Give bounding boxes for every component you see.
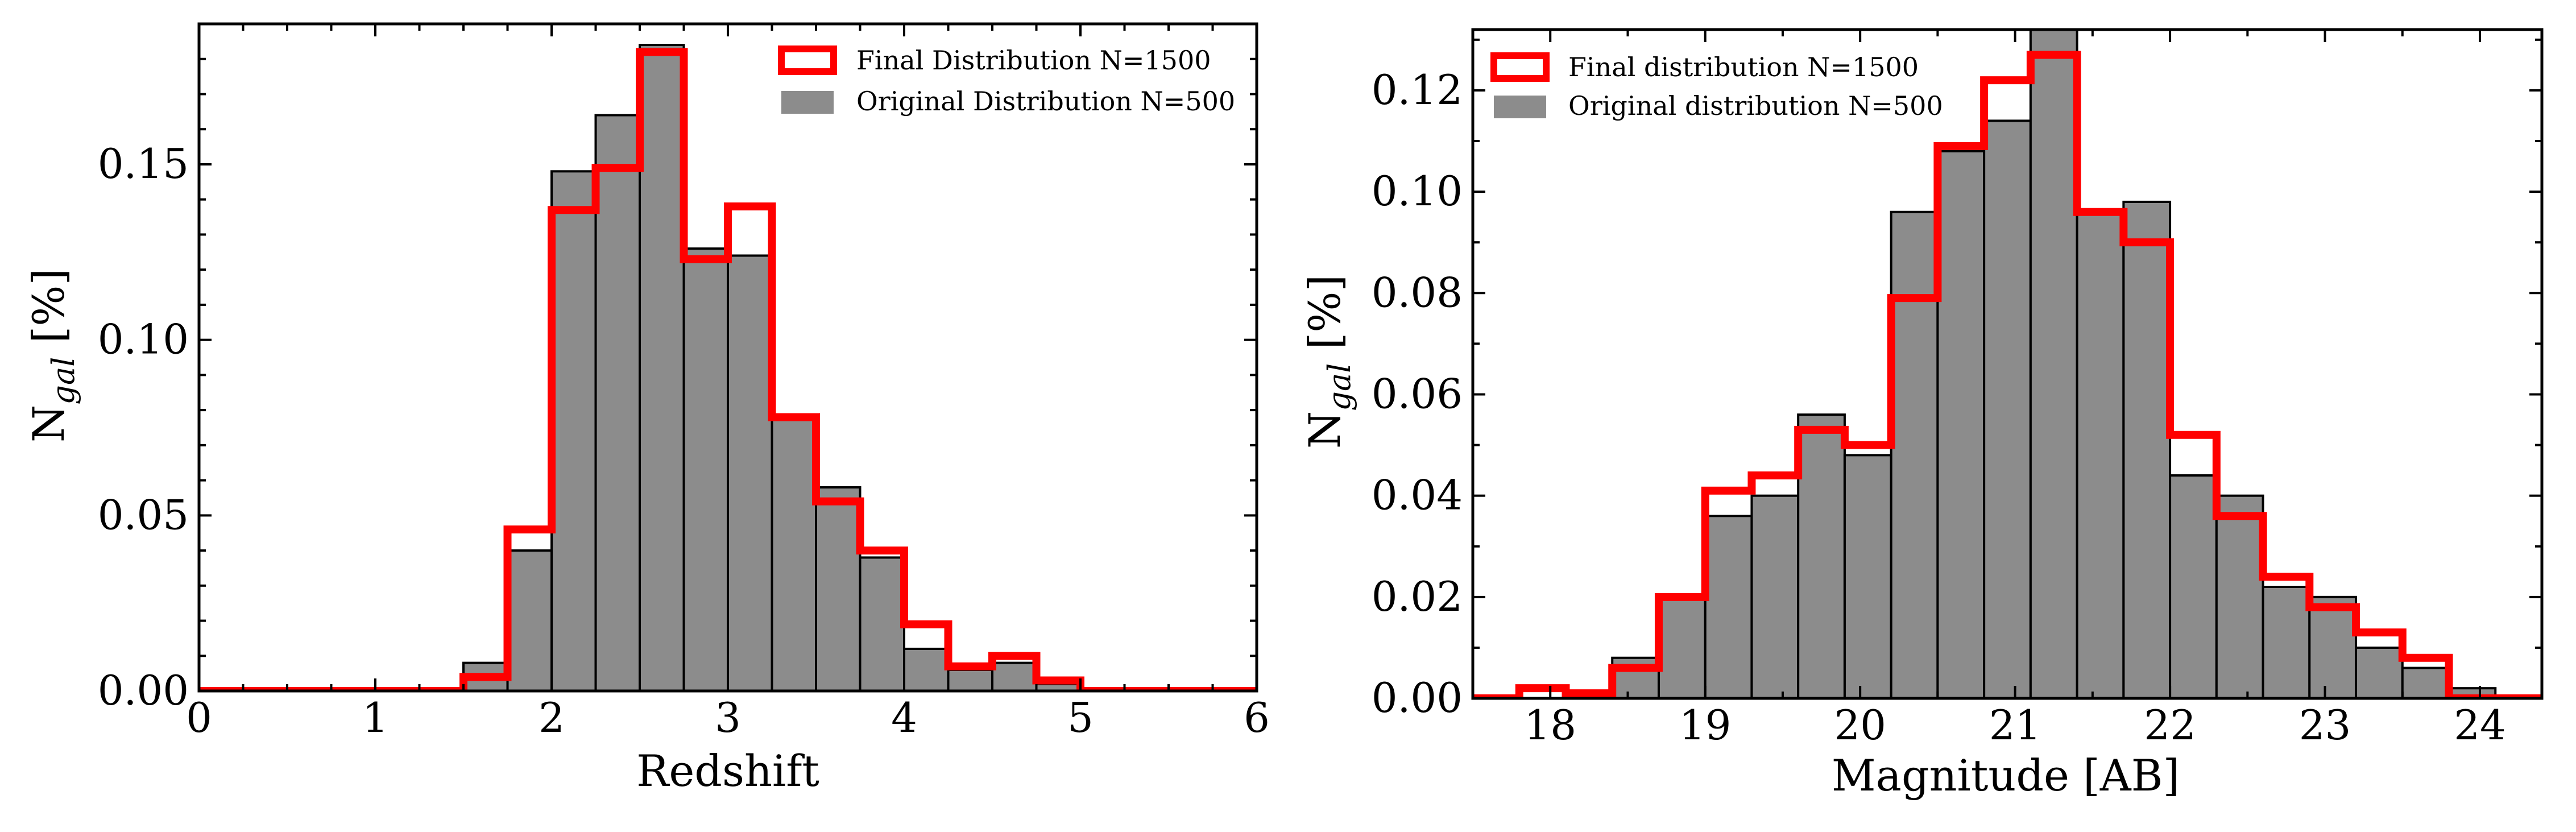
magnitude-original-bar (2215, 494, 2264, 698)
magnitude-y-tick-label: 0.04 (1372, 471, 1463, 519)
redshift-x-tick-label: 2 (539, 694, 565, 742)
magnitude-original-bar (2122, 200, 2172, 698)
magnitude-tick-labels: 18 19 20 21 22 23 24 0.00 0.02 0.04 0.06 0.08 0.10 0.… (1372, 66, 2506, 749)
magnitude-original-bar (1936, 150, 1986, 698)
magnitude-original-bar (2076, 210, 2125, 698)
redshift-original-bar (859, 556, 905, 691)
redshift-y-tick-label: 0.10 (98, 316, 189, 363)
magnitude-original-bar (1750, 494, 1800, 698)
redshift-original-bar (991, 661, 1038, 691)
magnitude-original-bar (1983, 119, 2032, 698)
magnitude-x-tick-label: 21 (1989, 701, 2041, 749)
magnitude-original-bar (1704, 515, 1753, 698)
magnitude-x-tick-label: 20 (1834, 701, 1886, 749)
magnitude-original-bars (1611, 30, 2497, 698)
magnitude-original-bar (1657, 595, 1707, 698)
legend-swatch-original (781, 91, 834, 114)
magnitude-final-step-line (1473, 51, 2542, 698)
redshift-y-label-sub: gal (45, 357, 81, 405)
magnitude-y-label-main: N (1299, 411, 1350, 449)
redshift-original-bar (947, 668, 993, 691)
redshift-y-label-main: N (23, 405, 74, 443)
magnitude-y-label-unit: [%] (1299, 275, 1350, 363)
redshift-x-tick-label: 3 (715, 694, 741, 742)
magnitude-y-tick-label: 0.02 (1372, 573, 1463, 620)
magnitude-y-tick-label: 0.00 (1372, 674, 1463, 722)
redshift-original-bar (639, 44, 685, 691)
redshift-x-tick-label: 6 (1244, 694, 1270, 742)
redshift-y-tick-label: 0.15 (98, 140, 189, 188)
redshift-y-axis-label: Ngal [%] (23, 268, 81, 442)
redshift-original-bar (506, 549, 553, 691)
magnitude-y-tick-label: 0.10 (1372, 167, 1463, 215)
magnitude-original-bar (2308, 595, 2358, 698)
magnitude-axes-frame (1471, 28, 2544, 700)
magnitude-y-axis-label: Ngal [%] (1299, 275, 1357, 449)
magnitude-x-tick-label: 18 (1524, 701, 1576, 749)
redshift-y-label-unit: [%] (23, 268, 74, 357)
magnitude-x-tick-label: 22 (2144, 701, 2196, 749)
magnitude-original-bar (1611, 656, 1660, 698)
legend-label-original: Original distribution N=500 (1568, 90, 1943, 121)
redshift-x-axis-label: Redshift (636, 746, 819, 796)
magnitude-y-tick-label: 0.12 (1372, 66, 1463, 114)
redshift-x-tick-label: 5 (1067, 694, 1094, 742)
magnitude-original-bar (1890, 210, 1939, 698)
magnitude-original-bar (2401, 667, 2450, 698)
redshift-legend: Final Distribution N=1500 Original Distr… (778, 45, 1235, 117)
redshift-original-bar (903, 647, 950, 691)
redshift-y-tick-label: 0.00 (98, 667, 189, 714)
legend-label-final: Final Distribution N=1500 (856, 45, 1211, 76)
magnitude-x-axis-label: Magnitude [AB] (1832, 750, 2180, 801)
redshift-original-bar (727, 254, 773, 691)
redshift-y-tick-label: 0.05 (98, 491, 189, 539)
magnitude-y-tick-label: 0.06 (1372, 370, 1463, 417)
magnitude-x-tick-label: 23 (2299, 701, 2351, 749)
magnitude-legend: Final distribution N=1500 Original distr… (1490, 52, 1943, 121)
legend-swatch-final (1490, 52, 1550, 82)
legend-swatch-final (778, 45, 837, 75)
redshift-original-bar (550, 170, 597, 691)
redshift-plot-area (199, 44, 1257, 691)
magnitude-x-tick-label: 24 (2454, 701, 2506, 749)
magnitude-original-bar (2355, 646, 2404, 698)
redshift-original-bar (815, 486, 862, 691)
redshift-axes-frame (197, 22, 1258, 693)
redshift-original-bar (594, 114, 641, 691)
magnitude-x-tick-label: 19 (1679, 701, 1732, 749)
legend-swatch-original (1494, 96, 1546, 118)
redshift-tick-labels: 0 1 2 3 4 5 6 0.00 0.05 0.10 0.15 (98, 140, 1270, 742)
magnitude-original-bar (2262, 586, 2311, 698)
redshift-original-bar (682, 247, 729, 691)
legend-label-original: Original Distribution N=500 (856, 86, 1235, 117)
legend-label-final: Final distribution N=1500 (1568, 52, 1919, 82)
magnitude-y-tick-label: 0.08 (1372, 268, 1463, 316)
redshift-original-bars (462, 44, 1082, 691)
magnitude-original-bar (2029, 30, 2078, 698)
magnitude-original-bar (1797, 413, 1846, 698)
redshift-histogram-panel: 0 1 2 3 4 5 6 0.00 0.05 0.10 0.15 Redshift Ngal [%… (23, 22, 1270, 796)
redshift-original-bar (771, 416, 817, 691)
redshift-final-step-line (199, 48, 1257, 691)
magnitude-y-label-sub: gal (1322, 363, 1357, 411)
magnitude-original-bar (2169, 474, 2218, 698)
magnitude-histogram-panel: 18 19 20 21 22 23 24 0.00 0.02 0.04 0.06 0.08 0.10 0.… (1299, 28, 2544, 801)
redshift-x-tick-label: 0 (186, 694, 212, 742)
redshift-x-tick-label: 1 (362, 694, 388, 742)
redshift-x-tick-label: 4 (891, 694, 917, 742)
magnitude-original-bar (1843, 454, 1892, 698)
magnitude-plot-area (1473, 30, 2542, 698)
